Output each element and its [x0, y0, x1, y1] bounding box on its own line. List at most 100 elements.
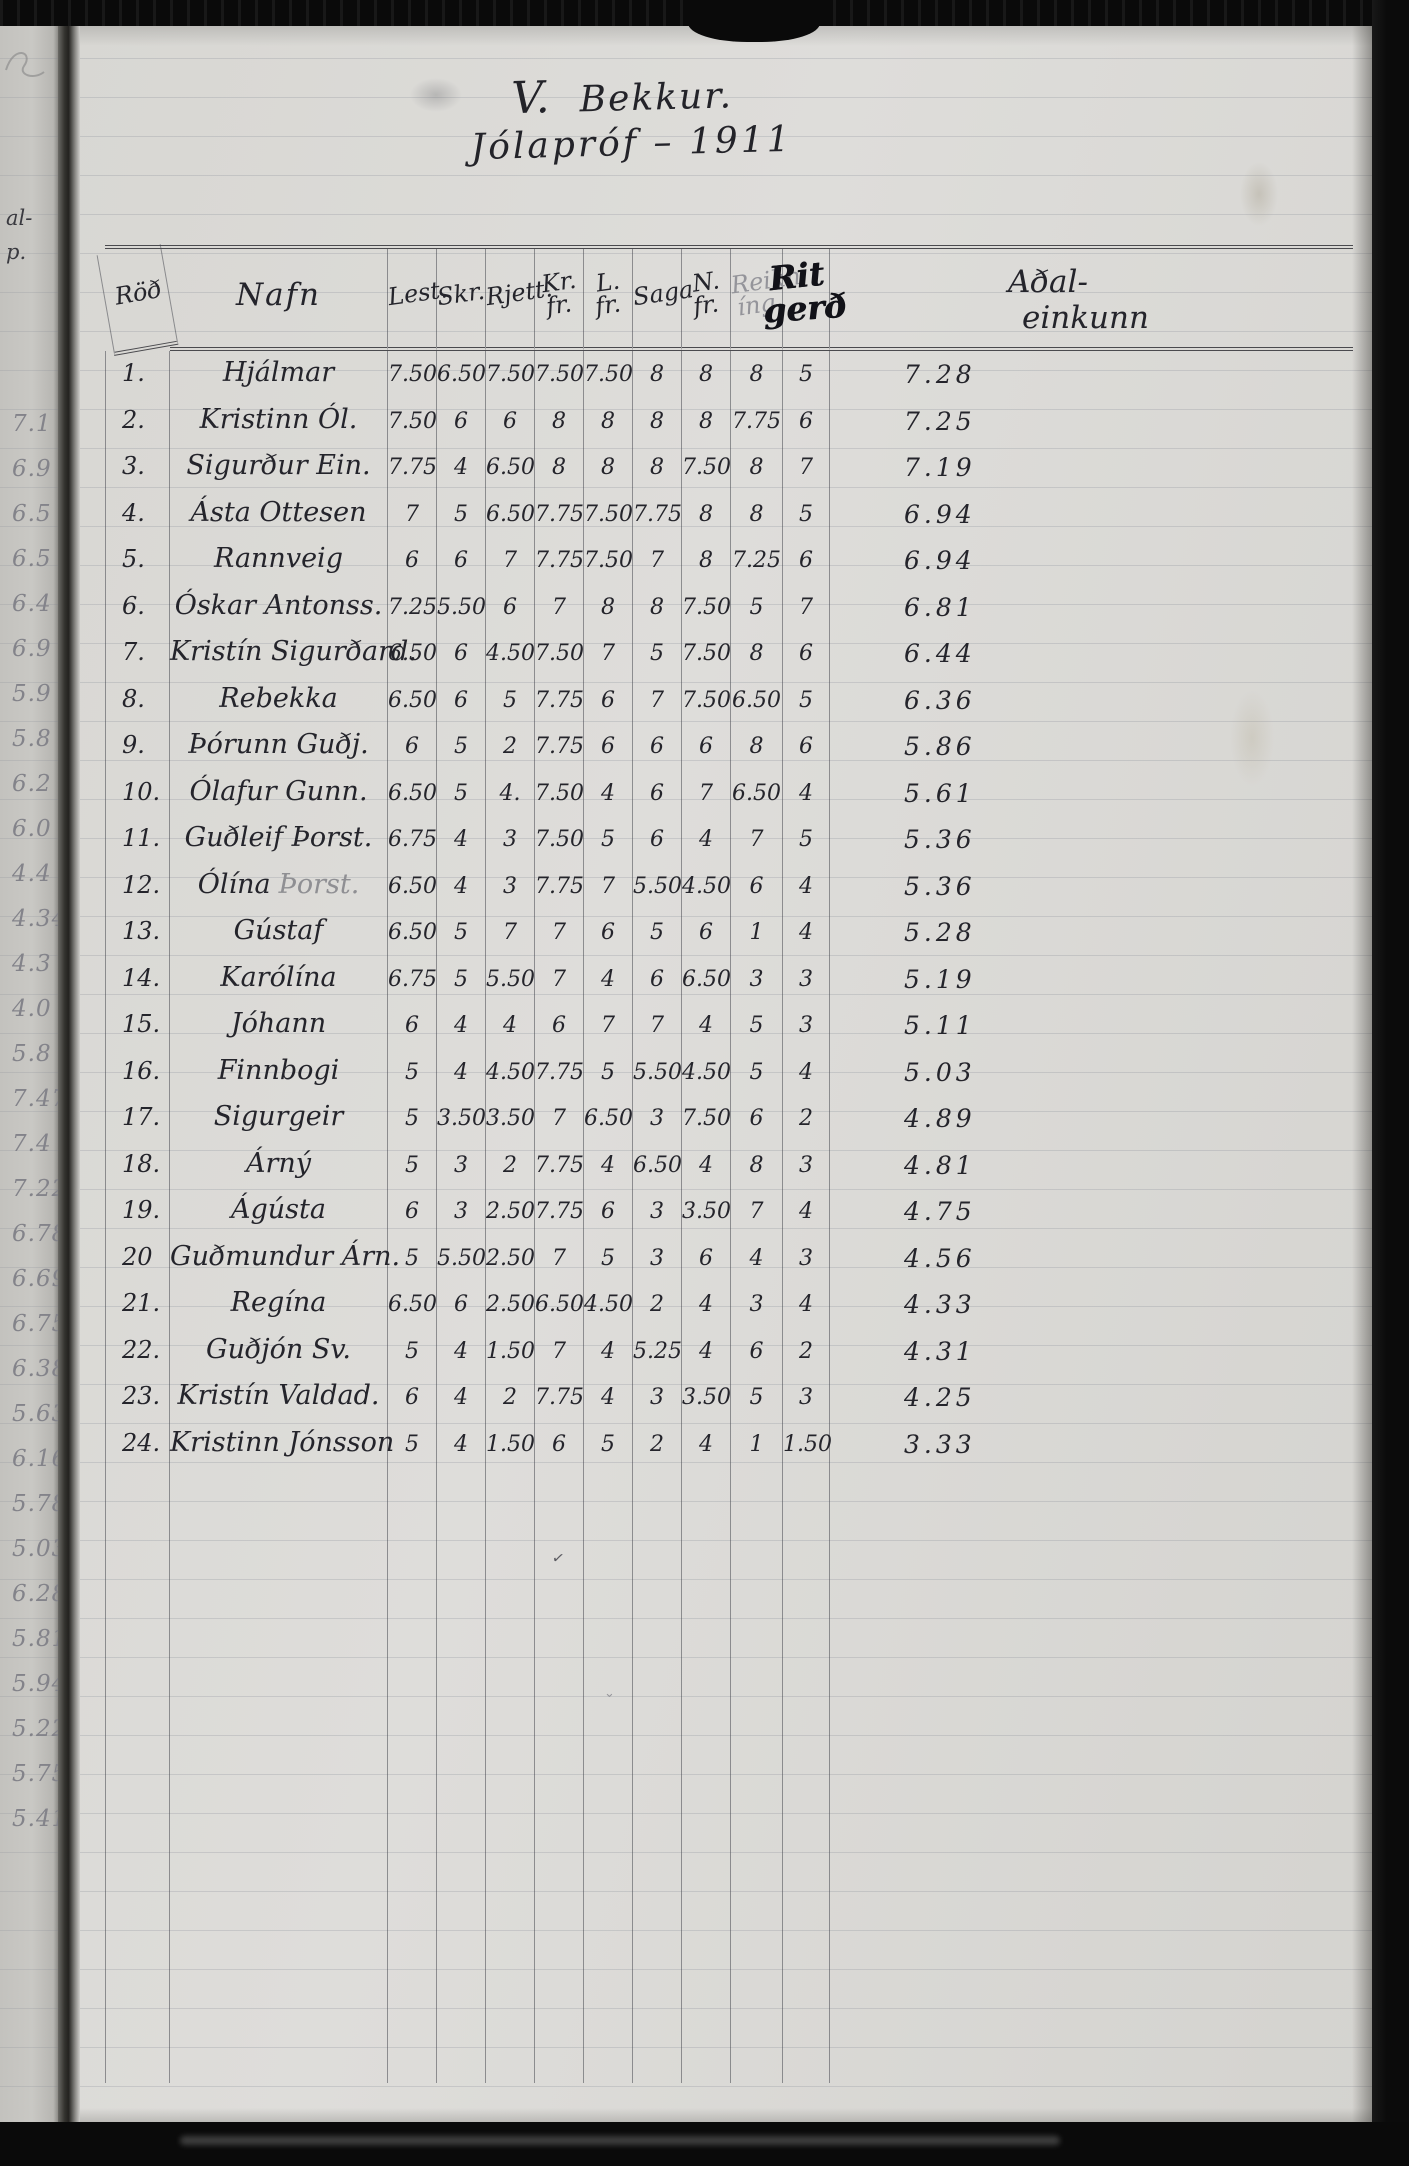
- grade-cell: 5: [388, 1141, 437, 1188]
- grade-cell: 7.50: [584, 351, 633, 398]
- grade-cell: 3: [783, 955, 830, 1002]
- rank-cell: 24.: [105, 1420, 170, 1467]
- grade-cell: 6.50: [437, 351, 486, 398]
- grade-cell: 6: [633, 769, 682, 816]
- name-cell: Guðjón Sv.: [170, 1327, 388, 1374]
- grade-cell: 6: [535, 1420, 584, 1467]
- prev-page-header-fragment: p.: [6, 240, 27, 264]
- grade-cell: 2.50: [486, 1234, 535, 1281]
- column-header-total: Aðal-einkunn: [830, 249, 1353, 351]
- prev-page-grade: 6.78: [12, 1221, 58, 1247]
- prev-page-grade: 5.22: [12, 1716, 58, 1742]
- grade-cell: 6: [388, 1002, 437, 1049]
- grade-cell: 7.50: [584, 537, 633, 584]
- total-grade-cell: 4.33: [904, 1290, 976, 1319]
- grade-cell: 8: [633, 444, 682, 491]
- grade-cell: 3: [783, 1002, 830, 1049]
- grade-cell: 6.50: [731, 769, 783, 816]
- grade-cell: 5: [388, 1095, 437, 1142]
- total-grade-cell: 6.36: [904, 685, 976, 715]
- grade-cell: 4.50: [682, 1048, 731, 1095]
- grade-cell: 5: [731, 1048, 783, 1095]
- rank-cell: 19.: [105, 1188, 170, 1235]
- grade-cell: 6.75: [388, 955, 437, 1002]
- column-header-name: Nafn: [170, 249, 388, 351]
- grade-cell: 7: [731, 1188, 783, 1235]
- grade-cell: 7: [388, 490, 437, 537]
- grade-cell: 7.50: [682, 444, 731, 491]
- grade-cell: 5: [584, 1048, 633, 1095]
- grade-cell: 7: [584, 1002, 633, 1049]
- grade-cell: 4: [783, 1281, 830, 1328]
- grade-cell: 3.50: [486, 1095, 535, 1142]
- prev-page-grade: 6.2: [12, 771, 52, 797]
- grade-cell: 4: [584, 1141, 633, 1188]
- prev-page-grade: 6.4: [12, 591, 52, 617]
- prev-page-grade: 7.4: [12, 1131, 52, 1157]
- name-cell: Guðmundur Árn.: [170, 1234, 400, 1281]
- grade-cell: 8: [682, 537, 731, 584]
- grade-cell: 8: [633, 351, 682, 398]
- total-grade-cell: 7.19: [904, 453, 976, 482]
- grade-cell: 3: [633, 1095, 682, 1142]
- column-header-subject: Rjett.: [484, 249, 554, 351]
- grade-cell: 7.50: [388, 351, 437, 398]
- prev-page-grade: 4.0: [12, 996, 52, 1022]
- grade-cell: 5: [437, 909, 486, 956]
- prev-page-grade: 4.4: [12, 861, 52, 887]
- grade-cell: 6.50: [388, 909, 437, 956]
- grade-cell: 7.75: [535, 862, 584, 909]
- grade-cell: 4.50: [486, 630, 535, 677]
- grade-cell: 6: [584, 723, 633, 770]
- name-cell: Kristinn Ól.: [170, 397, 388, 444]
- grade-cell: 7: [584, 630, 633, 677]
- rank-cell: 18.: [105, 1141, 170, 1188]
- grade-cell: 6.50: [584, 1095, 633, 1142]
- grade-cell: 6.50: [535, 1281, 584, 1328]
- grade-cell: 7.75: [535, 1374, 584, 1421]
- rank-cell: 8.: [105, 676, 170, 723]
- rank-cell: 23.: [105, 1374, 170, 1421]
- grade-cell: 2.50: [486, 1281, 535, 1328]
- grade-cell: 8: [682, 351, 731, 398]
- grade-cell: 7: [535, 1095, 584, 1142]
- grade-cell: 5: [783, 676, 830, 723]
- grade-cell: 4: [682, 1002, 731, 1049]
- grade-cell: 7.75: [535, 676, 584, 723]
- grade-cell: 7.50: [682, 676, 731, 723]
- prev-page-grade: 7.1: [12, 411, 52, 437]
- right-edge-band: [1372, 0, 1409, 2166]
- prev-page-grade: 4.34: [12, 906, 58, 932]
- grade-cell: 4: [584, 955, 633, 1002]
- grade-cell: 7: [584, 862, 633, 909]
- grade-cell: 3: [486, 862, 535, 909]
- grade-cell: 6: [437, 1281, 486, 1328]
- total-grade-cell: 6.81: [904, 592, 976, 622]
- ink-stain: [410, 78, 462, 112]
- name-cell: Ásta Ottesen: [170, 490, 388, 537]
- grade-cell: 6: [388, 723, 437, 770]
- total-grade-cell: 5.61: [904, 778, 976, 808]
- empty-column-filler: [682, 1467, 731, 2083]
- grade-cell: 8: [633, 583, 682, 630]
- column-header-subject: Kr. fr.: [535, 249, 584, 351]
- grade-cell: 4: [584, 1374, 633, 1421]
- grade-cell: 7: [535, 909, 584, 956]
- grade-cell: 3: [633, 1188, 682, 1235]
- grade-cell: 6: [388, 1188, 437, 1235]
- name-cell: Ólína Þorst.: [170, 862, 388, 909]
- grade-cell: 7: [783, 444, 830, 491]
- grade-cell: 6.50: [486, 490, 535, 537]
- empty-column-filler: [170, 1467, 388, 2083]
- grade-cell: 2: [486, 1141, 535, 1188]
- rank-cell: 10.: [105, 769, 170, 816]
- grade-cell: 6: [486, 397, 535, 444]
- grade-cell: 2: [486, 723, 535, 770]
- grade-cell: 6: [633, 816, 682, 863]
- grade-cell: 4.50: [486, 1048, 535, 1095]
- grade-cell: 6: [437, 630, 486, 677]
- grade-cell: 6.50: [388, 769, 437, 816]
- grade-cell: 7.25: [388, 583, 437, 630]
- grade-cell: 2.50: [486, 1188, 535, 1235]
- grade-cell: 6: [682, 1234, 731, 1281]
